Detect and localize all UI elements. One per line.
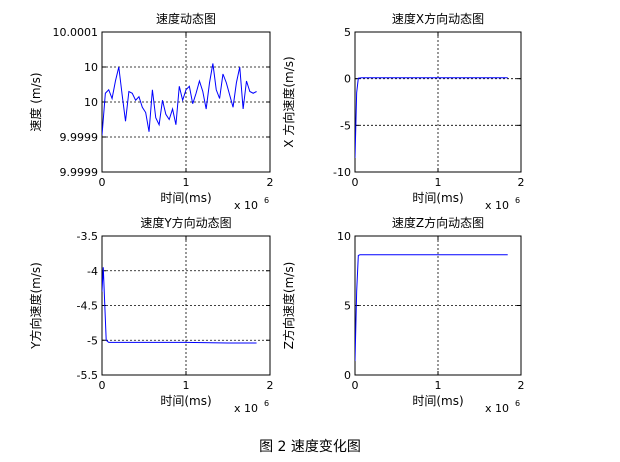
y-tick-label: 0 bbox=[344, 73, 351, 86]
x-tick-label: 2 bbox=[518, 176, 525, 189]
chart-title: 速度Y方向动态图 bbox=[140, 215, 231, 230]
x-tick-label: 0 bbox=[352, 379, 359, 392]
x-exponent-label: x 10 bbox=[234, 199, 258, 212]
y-tick-label: 10 bbox=[84, 61, 98, 74]
y-axis-label: X 方向速度(m/s) bbox=[281, 56, 296, 147]
y-tick-label: -10 bbox=[333, 166, 351, 179]
x-tick-label: 0 bbox=[99, 379, 106, 392]
speed-x-series-line bbox=[355, 77, 508, 159]
y-tick-label: 5 bbox=[344, 26, 351, 39]
y-axis-label: Y方向速度(m/s) bbox=[28, 262, 43, 350]
y-axis-label: 速度 (m/s) bbox=[28, 72, 43, 131]
speed-series-line bbox=[102, 63, 257, 136]
x-exponent-label: x 10 bbox=[485, 402, 509, 415]
speed-z-series-line bbox=[355, 254, 508, 362]
x-axis-label: 时间(ms) bbox=[412, 191, 463, 205]
y-tick-label: -4.5 bbox=[77, 300, 98, 313]
y-axis-label: Z方向速度(m/s) bbox=[281, 262, 296, 350]
x-tick-label: 2 bbox=[518, 379, 525, 392]
y-tick-label: -4 bbox=[87, 265, 98, 278]
x-exponent-label: x 10 bbox=[485, 199, 509, 212]
chart-title: 速度动态图 bbox=[156, 11, 216, 26]
y-tick-label: 9.9999 bbox=[60, 131, 99, 144]
x-exponent: 6 bbox=[264, 399, 269, 408]
x-exponent: 6 bbox=[515, 196, 520, 205]
y-tick-label: -5.5 bbox=[77, 369, 98, 382]
x-axis-label: 时间(ms) bbox=[160, 191, 211, 205]
y-tick-label: 10.0001 bbox=[53, 26, 99, 39]
y-tick-label: -5 bbox=[340, 119, 351, 132]
y-tick-label: 5 bbox=[344, 300, 351, 313]
figure-caption: 图 2 速度变化图 bbox=[259, 439, 361, 455]
x-tick-label: 0 bbox=[99, 176, 106, 189]
x-tick-label: 1 bbox=[435, 176, 442, 189]
y-tick-label: 10 bbox=[337, 230, 351, 243]
x-exponent-label: x 10 bbox=[234, 402, 258, 415]
x-tick-label: 0 bbox=[352, 176, 359, 189]
x-exponent: 6 bbox=[264, 196, 269, 205]
y-tick-label: -5 bbox=[87, 334, 98, 347]
x-axis-label: 时间(ms) bbox=[160, 394, 211, 408]
x-axis-label: 时间(ms) bbox=[412, 394, 463, 408]
x-tick-label: 2 bbox=[267, 379, 274, 392]
x-tick-label: 2 bbox=[267, 176, 274, 189]
y-tick-label: -3.5 bbox=[77, 230, 98, 243]
chart-title: 速度X方向动态图 bbox=[392, 11, 484, 26]
x-tick-label: 1 bbox=[183, 379, 190, 392]
x-tick-label: 1 bbox=[183, 176, 190, 189]
y-tick-label: 10 bbox=[84, 96, 98, 109]
x-tick-label: 1 bbox=[435, 379, 442, 392]
x-exponent: 6 bbox=[515, 399, 520, 408]
chart-title: 速度Z方向动态图 bbox=[392, 215, 484, 230]
y-tick-label: 9.9999 bbox=[60, 166, 99, 179]
speed-y-series-line bbox=[102, 267, 257, 344]
y-tick-label: 0 bbox=[344, 369, 351, 382]
